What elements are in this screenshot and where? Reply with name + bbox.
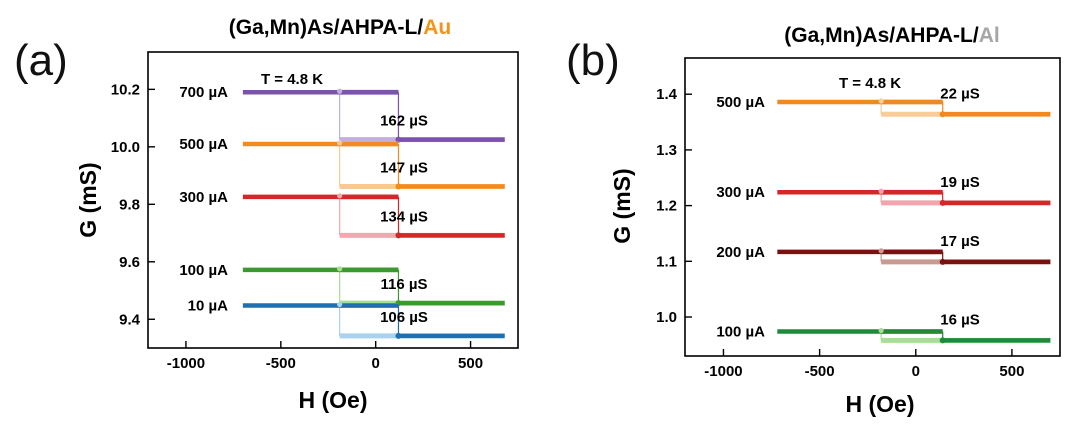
panel-letter-b: (b) (566, 36, 620, 85)
series-a-2: 300 µA 134 µS (179, 189, 505, 239)
switch-point-marker (939, 258, 946, 265)
y-tick-label: 1.2 (656, 198, 677, 215)
series-delta-label: 22 µS (940, 85, 980, 102)
temperature-label-a: T = 4.8 K (261, 71, 323, 88)
switch-point-marker (939, 199, 946, 206)
series-delta-label: 106 µS (380, 309, 428, 326)
series-b-0: 500 µA 22 µS (716, 85, 1051, 118)
x-tick-label: 500 (999, 363, 1024, 380)
x-ticks-b: -1000 -500 0 500 (704, 349, 1024, 380)
chart-panel-b: (Ga,Mn)As/AHPA-L/Al 1.0 1.1 1.2 1.3 1.4 -100… (609, 24, 1061, 417)
y-ticks-a: 9.4 9.6 9.8 10.0 10.2 (111, 81, 155, 328)
y-tick-label: 9.8 (119, 196, 140, 213)
temperature-label-b: T = 4.8 K (839, 75, 901, 92)
series-current-label: 100 µA (179, 262, 228, 279)
series-group-a: 700 µA 162 µS 500 µA 147 µS 300 µA 134 µS 100 … (179, 84, 505, 339)
series-current-label: 300 µA (179, 189, 228, 206)
x-tick-label: -1000 (167, 355, 205, 372)
switch-point-marker (395, 232, 402, 239)
switch-point-marker (878, 98, 884, 104)
y-axis-label-a: G (mS) (75, 162, 101, 237)
series-a-0: 700 µA 162 µS (179, 84, 505, 143)
y-tick-label: 10.0 (111, 139, 140, 156)
x-tick-label: 0 (912, 363, 920, 380)
series-delta-label: 162 µS (380, 113, 428, 130)
y-tick-label: 1.0 (656, 309, 677, 326)
switch-point-marker (939, 337, 946, 344)
series-delta-label: 16 µS (940, 311, 980, 328)
y-tick-label: 1.4 (656, 86, 678, 103)
switch-point-marker (878, 248, 884, 254)
series-b-2: 200 µA 17 µS (716, 233, 1051, 265)
x-axis-label-a: H (Oe) (299, 387, 368, 413)
x-ticks-a: -1000 -500 0 500 (167, 341, 483, 372)
series-current-label: 500 µA (179, 136, 228, 153)
switch-point-marker (395, 136, 402, 143)
switch-point-marker (337, 88, 343, 94)
y-tick-label: 1.3 (656, 142, 677, 159)
series-current-label: 200 µA (716, 244, 765, 261)
chart-title-a: (Ga,Mn)As/AHPA-L/Au (229, 16, 451, 39)
switch-point-marker (337, 140, 343, 146)
y-tick-label: 1.1 (656, 253, 677, 270)
series-current-label: 10 µA (188, 297, 228, 314)
series-current-label: 700 µA (179, 84, 228, 101)
switch-point-marker (939, 111, 946, 118)
switch-point-marker (337, 301, 343, 308)
series-a-4: 10 µA 106 µS (188, 297, 505, 339)
series-current-label: 500 µA (716, 94, 765, 111)
switch-point-marker (395, 183, 402, 190)
series-a-1: 500 µA 147 µS (179, 136, 505, 190)
x-tick-label: 0 (372, 355, 380, 372)
series-delta-label: 116 µS (380, 276, 427, 293)
x-tick-label: -1000 (704, 363, 742, 380)
y-tick-label: 10.2 (111, 81, 140, 98)
series-current-label: 300 µA (716, 184, 765, 201)
chart-panel-a: (Ga,Mn)As/AHPA-L/Au 9.4 9.6 9.8 10.0 10.2 -1… (75, 16, 519, 413)
switch-point-marker (337, 266, 343, 272)
x-axis-label-b: H (Oe) (846, 391, 915, 417)
x-tick-label: 500 (458, 355, 483, 372)
series-b-3: 100 µA 16 µS (716, 311, 1051, 344)
series-delta-label: 19 µS (940, 174, 980, 191)
plot-area-a (147, 51, 519, 349)
series-a-3: 100 µA 116 µS (179, 262, 505, 307)
series-current-label: 100 µA (716, 323, 765, 340)
series-b-1: 300 µA 19 µS (716, 174, 1051, 206)
x-tick-label: -500 (266, 355, 296, 372)
y-axis-label-b: G (mS) (609, 168, 635, 243)
y-tick-label: 9.6 (119, 254, 140, 271)
series-delta-label: 147 µS (380, 159, 428, 176)
switch-point-marker (337, 193, 343, 199)
y-ticks-b: 1.0 1.1 1.2 1.3 1.4 (656, 86, 692, 326)
panel-letter-a: (a) (14, 36, 68, 85)
switch-point-marker (395, 332, 402, 339)
series-delta-label: 17 µS (940, 233, 980, 250)
chart-title-b: (Ga,Mn)As/AHPA-L/Al (784, 24, 999, 47)
y-tick-label: 9.4 (119, 311, 141, 328)
switch-point-marker (878, 327, 884, 334)
plot-area-b (684, 57, 1061, 357)
switch-point-marker (878, 188, 884, 194)
x-tick-label: -500 (805, 363, 835, 380)
series-delta-label: 134 µS (380, 208, 428, 225)
